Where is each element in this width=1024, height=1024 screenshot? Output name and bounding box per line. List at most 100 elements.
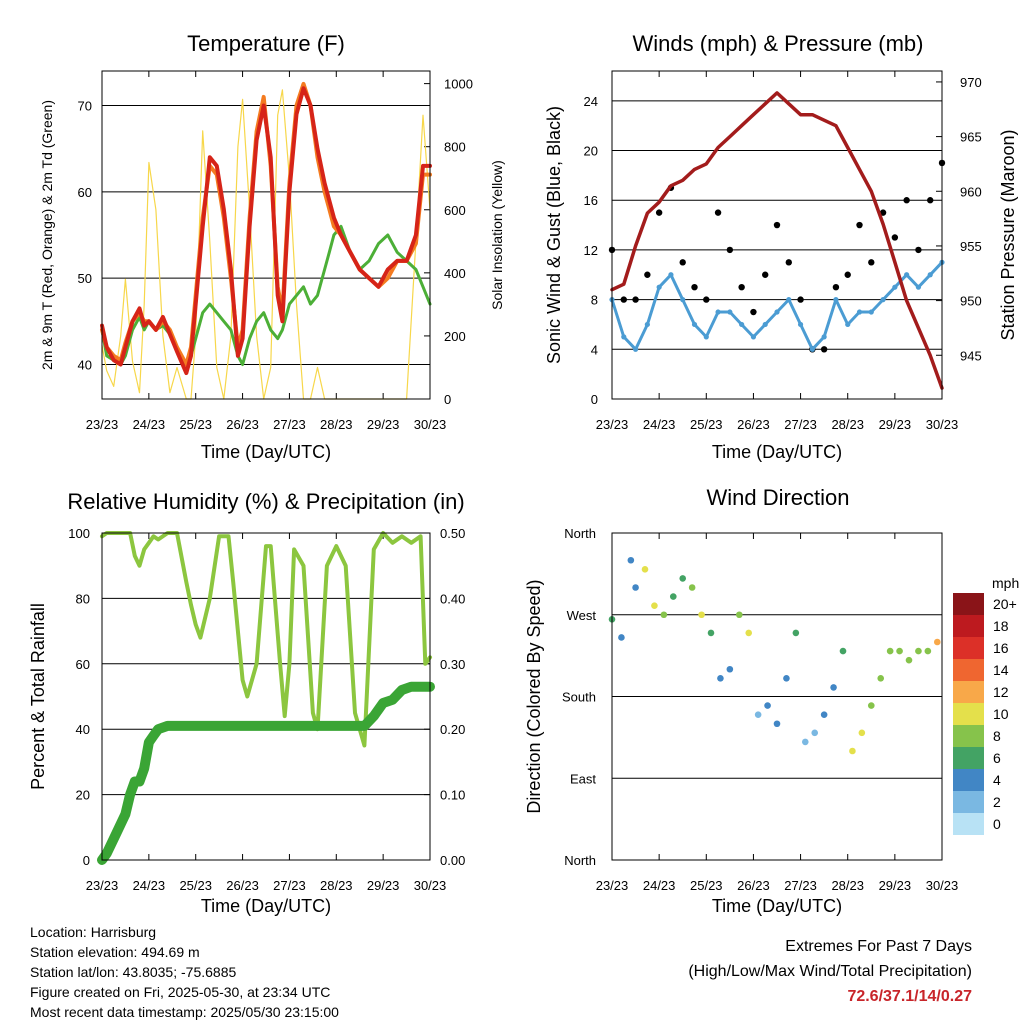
wind-point — [715, 309, 721, 315]
direction-point — [627, 556, 635, 564]
y-tick-label: 0 — [591, 392, 598, 407]
y-right-axis-label: Station Pressure (Maroon) — [998, 129, 1018, 340]
y-tick-label: 20 — [584, 144, 598, 159]
y-tick-label: 40 — [78, 357, 92, 372]
wind-point — [833, 297, 839, 303]
colorbar-label: 16 — [993, 640, 1009, 656]
x-tick-label: 27/23 — [273, 878, 306, 893]
wind-point — [750, 334, 757, 340]
x-tick-label: 29/23 — [879, 878, 912, 893]
direction-point — [801, 738, 809, 746]
y-right-axis-label: Solar Insolation (Yellow) — [489, 160, 505, 310]
y-right-tick-label: 200 — [444, 329, 466, 344]
wind-point — [809, 346, 815, 352]
wind-point — [632, 346, 639, 352]
wind-point — [786, 297, 792, 303]
gust-point — [891, 234, 899, 241]
info-location: Location: Harrisburg — [30, 924, 157, 940]
y-tick-label: 60 — [78, 185, 92, 200]
gust-point — [844, 271, 851, 278]
direction-point — [773, 720, 781, 728]
direction-point — [820, 711, 828, 718]
extremes-values: 72.6/37.1/14/0.27 — [847, 988, 972, 1005]
x-tick-label: 24/23 — [133, 417, 166, 432]
y-tick-label: 80 — [76, 591, 90, 606]
y-axis-label: 2m & 9m T (Red, Orange) & 2m Td (Green) — [39, 100, 55, 370]
y-tick-label: West — [567, 608, 597, 623]
colorbar-label: 4 — [993, 772, 1001, 788]
series-2m-temp-line — [100, 86, 432, 376]
y-tick-label: 50 — [78, 271, 92, 286]
y-right-tick-label: 600 — [444, 203, 466, 218]
panel-winds: Winds (mph) & Pressure (mb) 23/23 24/23 25… — [544, 31, 1018, 462]
gust-point — [773, 221, 781, 229]
colorbar-swatch — [953, 747, 984, 769]
wind-point — [680, 297, 686, 303]
y-tick-label: 12 — [584, 243, 598, 258]
y-right-tick-label: 970 — [960, 75, 982, 90]
colorbar-swatch — [953, 593, 984, 615]
wind-point — [621, 334, 627, 340]
x-tick-label: 27/23 — [784, 417, 817, 432]
y-axis-label: Sonic Wind & Gust (Blue, Black) — [544, 106, 564, 364]
gust-point — [927, 197, 934, 204]
gust-point — [691, 283, 698, 291]
y-right-tick-label: 0.10 — [440, 788, 465, 803]
y-tick-label: 4 — [591, 342, 598, 357]
y-right-tick-label: 0.50 — [440, 526, 465, 541]
wind-point — [774, 309, 780, 315]
direction-point — [924, 647, 932, 655]
colorbar-swatch — [953, 637, 984, 659]
y-tick-label: South — [562, 690, 596, 705]
gust-point — [644, 271, 651, 278]
speed-colorbar: 0 2 4 6 8 10 12 14 16 18 20+ mph — [953, 575, 1019, 835]
direction-point — [783, 675, 790, 682]
colorbar-label: 8 — [993, 728, 1001, 744]
series-humidity-line — [100, 531, 432, 748]
wind-point — [668, 272, 674, 278]
wind-point — [691, 321, 698, 328]
y-right-tick-label: 955 — [960, 239, 982, 254]
x-tick-label: 26/23 — [737, 878, 770, 893]
extremes-box: Extremes For Past 7 Days (High/Low/Max W… — [688, 934, 972, 1009]
direction-point — [735, 611, 743, 619]
y-right-tick-label: 960 — [960, 184, 982, 199]
x-tick-label: 23/23 — [596, 878, 629, 893]
y-right-tick-label: 0.20 — [440, 722, 465, 737]
colorbar-label: 20+ — [993, 596, 1017, 612]
colorbar-label: 18 — [993, 618, 1009, 634]
y-right-tick-label: 945 — [960, 348, 982, 363]
x-tick-label: 29/23 — [879, 417, 912, 432]
wind-point — [739, 321, 745, 328]
wind-point — [703, 334, 709, 340]
x-tick-label: 23/23 — [86, 417, 119, 432]
colorbar-label: 0 — [993, 816, 1001, 832]
wind-point — [904, 272, 910, 278]
gust-point — [714, 209, 722, 216]
plot-border — [611, 532, 943, 861]
direction-point — [688, 584, 696, 591]
panel-temperature: Temperature (F) 23/23 24/23 25/23 26/23 27/2… — [39, 31, 505, 462]
x-tick-label: 30/23 — [926, 878, 959, 893]
colorbar-label: 14 — [993, 662, 1009, 678]
y-tick-label: 16 — [584, 193, 598, 208]
y-right-tick-label: 0 — [444, 392, 451, 407]
gust-point — [832, 283, 840, 291]
wind-point — [868, 309, 874, 315]
x-tick-label: 25/23 — [179, 417, 212, 432]
direction-point — [886, 647, 894, 655]
colorbar-label: 10 — [993, 706, 1009, 722]
direction-point — [858, 729, 866, 737]
x-axis-label: Time (Day/UTC) — [201, 442, 331, 462]
temperature-title: Temperature (F) — [187, 31, 345, 56]
y-right-tick-label: 0.30 — [440, 657, 465, 672]
gust-point — [655, 209, 663, 216]
gust-point — [785, 259, 792, 266]
winds-plot-area: 23/23 24/23 25/23 26/23 27/23 28/23 29/23 30/23… — [544, 70, 1018, 462]
gust-point — [632, 296, 639, 303]
y-tick-label: East — [570, 771, 596, 786]
direction-point — [849, 747, 856, 755]
x-tick-label: 30/23 — [414, 878, 447, 893]
wind-point — [892, 284, 898, 290]
panel-wind-direction: Wind Direction 23/23 24/23 25/23 26/23 27/23… — [524, 485, 1019, 916]
